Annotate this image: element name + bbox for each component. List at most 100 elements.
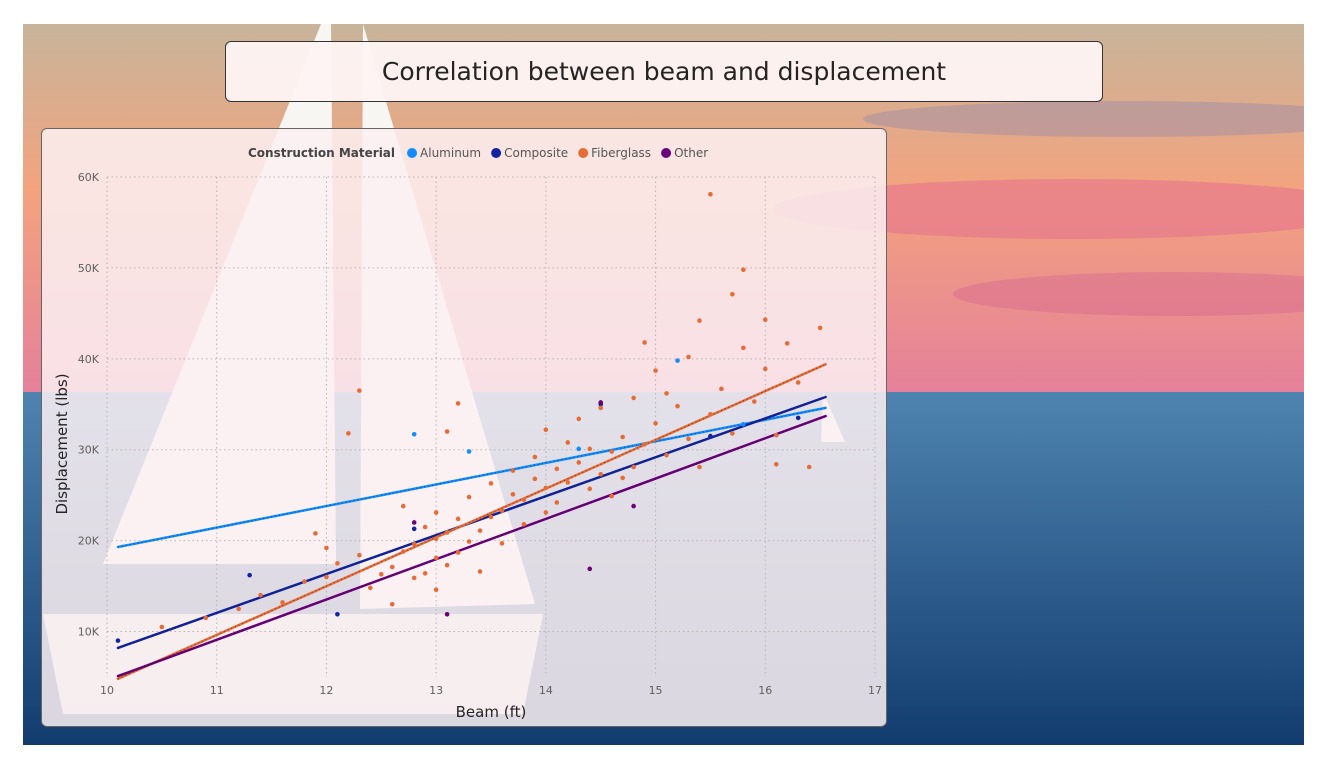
data-point-fiberglass[interactable] <box>708 411 713 417</box>
data-point-fiberglass[interactable] <box>488 514 494 520</box>
data-point-fiberglass[interactable] <box>455 516 461 522</box>
data-point-fiberglass[interactable] <box>730 291 735 297</box>
data-point-composite[interactable] <box>335 611 340 617</box>
data-point-fiberglass[interactable] <box>565 480 571 485</box>
legend-item-composite[interactable]: Composite <box>504 146 568 160</box>
data-point-fiberglass[interactable] <box>499 508 505 513</box>
data-point-fiberglass[interactable] <box>697 464 702 470</box>
data-point-fiberglass[interactable] <box>686 354 691 360</box>
data-point-fiberglass[interactable] <box>554 500 560 505</box>
data-point-fiberglass[interactable] <box>719 386 724 392</box>
data-point-fiberglass[interactable] <box>203 615 209 621</box>
data-point-fiberglass[interactable] <box>752 399 757 404</box>
legend-item-aluminum[interactable]: Aluminum <box>420 146 481 160</box>
data-point-fiberglass[interactable] <box>433 555 439 561</box>
data-point-fiberglass[interactable] <box>565 440 571 445</box>
data-point-fiberglass[interactable] <box>411 575 417 581</box>
data-point-fiberglass[interactable] <box>631 464 636 470</box>
data-point-fiberglass[interactable] <box>762 317 768 323</box>
data-point-fiberglass[interactable] <box>433 510 439 515</box>
data-point-fiberglass[interactable] <box>455 550 461 555</box>
data-point-fiberglass[interactable] <box>433 587 439 593</box>
data-point-fiberglass[interactable] <box>686 436 691 442</box>
data-point-fiberglass[interactable] <box>675 403 680 409</box>
data-point-fiberglass[interactable] <box>510 491 516 497</box>
data-point-fiberglass[interactable] <box>598 405 604 411</box>
data-point-fiberglass[interactable] <box>543 485 549 491</box>
data-point-fiberglass[interactable] <box>389 564 395 570</box>
data-point-other[interactable] <box>587 566 593 572</box>
data-point-fiberglass[interactable] <box>455 401 461 406</box>
data-point-fiberglass[interactable] <box>433 536 439 542</box>
data-point-aluminum[interactable] <box>466 449 472 454</box>
data-point-fiberglass[interactable] <box>510 468 516 473</box>
data-point-composite[interactable] <box>115 638 121 643</box>
data-point-fiberglass[interactable] <box>258 592 263 598</box>
data-point-fiberglass[interactable] <box>653 368 658 373</box>
data-point-fiberglass[interactable] <box>620 475 625 481</box>
legend-item-fiberglass[interactable]: Fiberglass <box>591 146 651 160</box>
data-point-fiberglass[interactable] <box>697 318 702 323</box>
data-point-fiberglass[interactable] <box>543 510 549 515</box>
data-point-fiberglass[interactable] <box>795 380 801 385</box>
data-point-fiberglass[interactable] <box>532 476 538 482</box>
data-point-composite[interactable] <box>795 415 801 421</box>
data-point-fiberglass[interactable] <box>653 421 658 426</box>
data-point-fiberglass[interactable] <box>159 624 165 630</box>
data-point-fiberglass[interactable] <box>444 530 450 535</box>
data-point-composite[interactable] <box>708 433 713 439</box>
data-point-fiberglass[interactable] <box>444 429 450 434</box>
data-point-composite[interactable] <box>247 572 252 578</box>
data-point-fiberglass[interactable] <box>357 552 362 558</box>
data-point-aluminum[interactable] <box>576 446 582 452</box>
data-point-fiberglass[interactable] <box>477 569 483 574</box>
data-point-fiberglass[interactable] <box>631 395 636 401</box>
data-point-fiberglass[interactable] <box>664 452 669 458</box>
data-point-fiberglass[interactable] <box>324 545 329 551</box>
data-point-fiberglass[interactable] <box>730 431 735 436</box>
data-point-fiberglass[interactable] <box>741 345 746 351</box>
data-point-fiberglass[interactable] <box>587 486 593 492</box>
data-point-aluminum[interactable] <box>411 431 417 437</box>
data-point-composite[interactable] <box>411 526 417 532</box>
data-point-fiberglass[interactable] <box>444 562 450 568</box>
data-point-fiberglass[interactable] <box>346 431 351 436</box>
data-point-fiberglass[interactable] <box>762 366 768 372</box>
data-point-fiberglass[interactable] <box>817 325 823 331</box>
legend-item-other[interactable]: Other <box>674 146 708 160</box>
data-point-fiberglass[interactable] <box>664 391 669 396</box>
data-point-fiberglass[interactable] <box>368 585 373 591</box>
data-point-fiberglass[interactable] <box>576 416 582 422</box>
data-point-fiberglass[interactable] <box>587 446 593 452</box>
data-point-fiberglass[interactable] <box>411 541 417 547</box>
data-point-fiberglass[interactable] <box>642 340 647 345</box>
data-point-other[interactable] <box>444 611 450 617</box>
data-point-fiberglass[interactable] <box>576 460 582 465</box>
data-point-fiberglass[interactable] <box>466 539 472 544</box>
data-point-fiberglass[interactable] <box>532 454 538 460</box>
data-point-fiberglass[interactable] <box>236 606 241 612</box>
data-point-fiberglass[interactable] <box>642 441 647 447</box>
data-point-fiberglass[interactable] <box>357 388 362 393</box>
data-point-fiberglass[interactable] <box>280 600 285 605</box>
data-point-fiberglass[interactable] <box>741 267 746 273</box>
data-point-fiberglass[interactable] <box>335 561 340 566</box>
data-point-fiberglass[interactable] <box>620 434 625 440</box>
data-point-fiberglass[interactable] <box>400 503 406 509</box>
data-point-fiberglass[interactable] <box>389 601 395 607</box>
data-point-fiberglass[interactable] <box>378 571 384 577</box>
data-point-fiberglass[interactable] <box>400 549 406 554</box>
data-point-fiberglass[interactable] <box>313 531 318 536</box>
data-point-aluminum[interactable] <box>741 421 746 427</box>
data-point-fiberglass[interactable] <box>773 432 779 438</box>
data-point-fiberglass[interactable] <box>477 528 483 533</box>
data-point-fiberglass[interactable] <box>422 524 428 530</box>
data-point-aluminum[interactable] <box>675 358 680 363</box>
data-point-fiberglass[interactable] <box>784 341 790 346</box>
data-point-fiberglass[interactable] <box>543 427 549 433</box>
data-point-other[interactable] <box>598 400 604 405</box>
data-point-fiberglass[interactable] <box>609 493 614 499</box>
data-point-other[interactable] <box>411 520 417 525</box>
data-point-fiberglass[interactable] <box>422 571 428 576</box>
data-point-fiberglass[interactable] <box>499 541 505 546</box>
